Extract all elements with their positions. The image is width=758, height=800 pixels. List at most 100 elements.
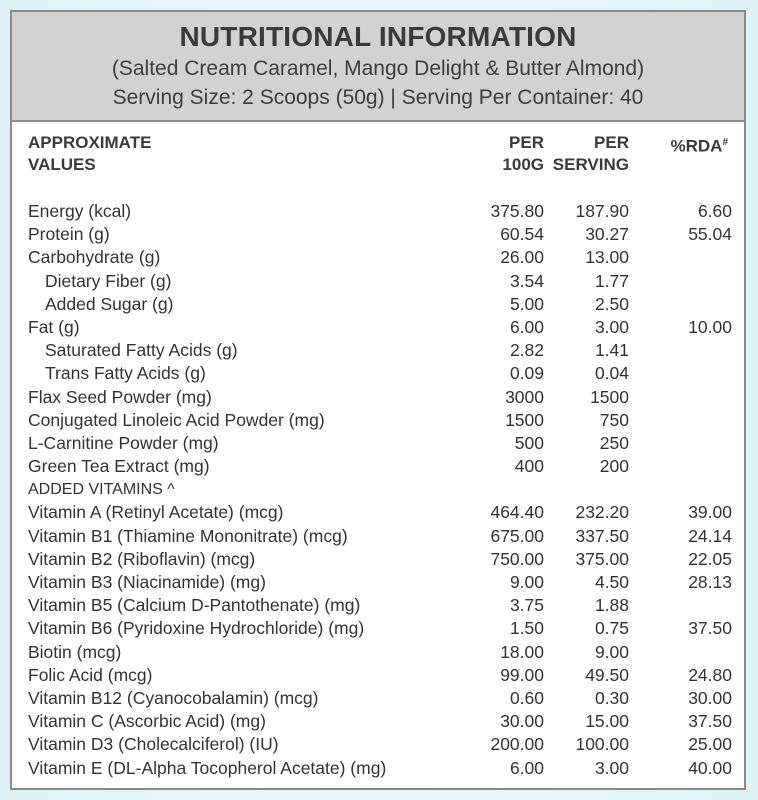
value-per-100g: 500	[514, 432, 544, 453]
value-per-100g: 464.40	[490, 502, 544, 523]
table-row: Trans Fatty Acids (g) 0.09 0.04	[12, 362, 744, 385]
value-rda: 40.00	[688, 757, 732, 778]
nutrient-name: Trans Fatty Acids (g)	[45, 363, 206, 384]
nutrient-name: Biotin (mcg)	[28, 641, 122, 662]
nutrient-name: Fat (g)	[28, 316, 80, 337]
value-per-100g: 1.50	[509, 618, 544, 639]
value-per-100g: 0.60	[509, 687, 544, 708]
serving-line: Serving Size: 2 Scoops (50g) | Serving P…	[112, 86, 644, 109]
value-per-serving: 0.75	[594, 618, 629, 639]
column-header-name: APPROXIMATE VALUES	[28, 133, 152, 174]
value-per-100g: 750.00	[490, 548, 544, 569]
nutrient-name: Energy (kcal)	[28, 201, 132, 221]
table-row: Added Sugar (g) 5.00 2.50	[12, 293, 744, 316]
value-per-serving: 100.00	[575, 734, 629, 755]
value-per-100g: 60.54	[500, 224, 544, 245]
value-per-100g: 0.09	[509, 363, 544, 384]
value-per-serving: 13.00	[585, 247, 629, 268]
value-per-100g: 6.00	[509, 757, 544, 778]
value-per-serving: 1.88	[594, 595, 629, 616]
value-per-serving: 337.50	[575, 525, 629, 546]
flavours-line: (Salted Cream Caramel, Mango Delight & B…	[111, 57, 645, 80]
value-rda: 25.00	[688, 734, 732, 755]
value-per-serving: 250	[599, 432, 629, 453]
value-rda: 37.50	[688, 618, 732, 639]
table-row: Fat (g) 6.00 3.00 10.00	[12, 316, 744, 339]
value-per-serving: 375.00	[575, 548, 629, 569]
value-rda: 55.04	[688, 224, 732, 245]
nutrient-name: Dietary Fiber (g)	[45, 270, 172, 291]
value-per-100g: 18.00	[500, 641, 544, 662]
value-per-serving: 4.50	[594, 572, 629, 592]
nutrient-name: Vitamin E (DL-Alpha Tocopherol Acetate) …	[28, 757, 387, 778]
value-rda: 37.50	[688, 711, 732, 732]
table-row: Energy (kcal) 375.80 187.90 6.60	[12, 200, 744, 223]
vitamins-heading-label: ADDED VITAMINS ^	[28, 481, 175, 499]
value-rda: 28.13	[688, 572, 732, 592]
column-headers: APPROXIMATE VALUES PER 100G PER SERVING …	[12, 122, 744, 192]
nutrient-name: Vitamin B6 (Pyridoxine Hydrochloride) (m…	[28, 618, 365, 639]
nutrient-name: Green Tea Extract (mg)	[28, 456, 210, 477]
value-rda: 24.80	[688, 664, 732, 685]
table-row: Saturated Fatty Acids (g) 2.82 1.41	[12, 339, 744, 362]
value-per-serving: 1.41	[594, 340, 629, 361]
table-row: Vitamin B5 (Calcium D-Pantothenate) (mg)…	[12, 594, 744, 617]
nutrition-panel: NUTRITIONAL INFORMATION (Salted Cream Ca…	[10, 10, 746, 790]
nutrient-name: Flax Seed Powder (mg)	[28, 386, 212, 407]
value-per-serving: 1.77	[594, 270, 629, 291]
nutrient-name: Saturated Fatty Acids (g)	[45, 340, 238, 361]
value-per-serving: 15.00	[585, 711, 629, 732]
value-per-100g: 375.80	[490, 201, 544, 221]
value-per-100g: 675.00	[490, 525, 544, 546]
table-row: Vitamin B12 (Cyanocobalamin) (mcg) 0.60 0.…	[12, 687, 744, 710]
nutrient-name: Vitamin B3 (Niacinamide) (mg)	[28, 572, 266, 592]
value-per-serving: 3.00	[594, 316, 629, 337]
value-per-100g: 5.00	[509, 293, 544, 314]
vitamins-section-heading: ADDED VITAMINS ^	[12, 478, 744, 501]
value-per-100g: 3.54	[509, 270, 544, 291]
nutrient-name: Folic Acid (mcg)	[28, 664, 153, 685]
value-rda: 24.14	[688, 525, 732, 546]
value-per-serving: 49.50	[585, 664, 629, 685]
value-per-100g: 26.00	[500, 247, 544, 268]
table-row: Biotin (mcg) 18.00 9.00	[12, 641, 744, 664]
table-row: Conjugated Linoleic Acid Powder (mg) 1500…	[12, 409, 744, 432]
value-per-100g: 200.00	[490, 734, 544, 755]
value-per-serving: 187.90	[575, 201, 629, 221]
value-rda: 6.60	[697, 201, 732, 221]
nutrition-table: Energy (kcal) 375.80 187.90 6.60 Protein (g)…	[12, 192, 744, 780]
value-per-serving: 9.00	[594, 641, 629, 662]
panel-header: NUTRITIONAL INFORMATION (Salted Cream Ca…	[12, 12, 744, 122]
value-per-serving: 1500	[590, 386, 629, 407]
nutrient-name: Vitamin B12 (Cyanocobalamin) (mcg)	[28, 687, 319, 708]
value-per-serving: 0.30	[594, 687, 629, 708]
value-rda: 30.00	[688, 687, 732, 708]
value-per-100g: 99.00	[500, 664, 544, 685]
page-title: NUTRITIONAL INFORMATION	[179, 21, 577, 52]
value-per-serving: 232.20	[575, 502, 629, 523]
value-per-serving: 200	[599, 456, 629, 477]
table-row: Vitamin C (Ascorbic Acid) (mg) 30.00 15.00…	[12, 710, 744, 733]
value-per-serving: 2.50	[594, 293, 629, 314]
table-row: Vitamin E (DL-Alpha Tocopherol Acetate) …	[12, 757, 744, 780]
column-header-rda: %RDA#	[670, 136, 728, 156]
value-per-100g: 3.75	[509, 595, 544, 616]
table-row: Vitamin B2 (Riboflavin) (mcg) 750.00 375.0…	[12, 548, 744, 571]
nutrient-name: Carbohydrate (g)	[28, 247, 161, 268]
value-per-serving: 750	[599, 409, 629, 430]
column-header-per100g: PER 100G	[502, 133, 544, 174]
table-row: Vitamin A (Retinyl Acetate) (mcg) 464.40 2…	[12, 501, 744, 524]
value-per-serving: 0.04	[594, 363, 629, 384]
table-row: Dietary Fiber (g) 3.54 1.77	[12, 270, 744, 293]
nutrient-name: Vitamin B2 (Riboflavin) (mcg)	[28, 548, 256, 569]
nutrient-name: Vitamin B5 (Calcium D-Pantothenate) (mg)	[28, 595, 361, 616]
table-row: Flax Seed Powder (mg) 3000 1500	[12, 386, 744, 409]
value-per-100g: 400	[514, 456, 544, 477]
value-rda: 10.00	[688, 316, 732, 337]
nutrient-name: Vitamin D3 (Cholecalciferol) (IU)	[28, 734, 279, 755]
table-row: Vitamin B3 (Niacinamide) (mg) 9.00 4.50 28.…	[12, 571, 744, 594]
value-per-serving: 3.00	[594, 757, 629, 778]
column-header-per-serving: PER SERVING	[552, 133, 629, 174]
value-per-100g: 6.00	[509, 316, 544, 337]
nutrient-name: Vitamin C (Ascorbic Acid) (mg)	[28, 711, 266, 732]
